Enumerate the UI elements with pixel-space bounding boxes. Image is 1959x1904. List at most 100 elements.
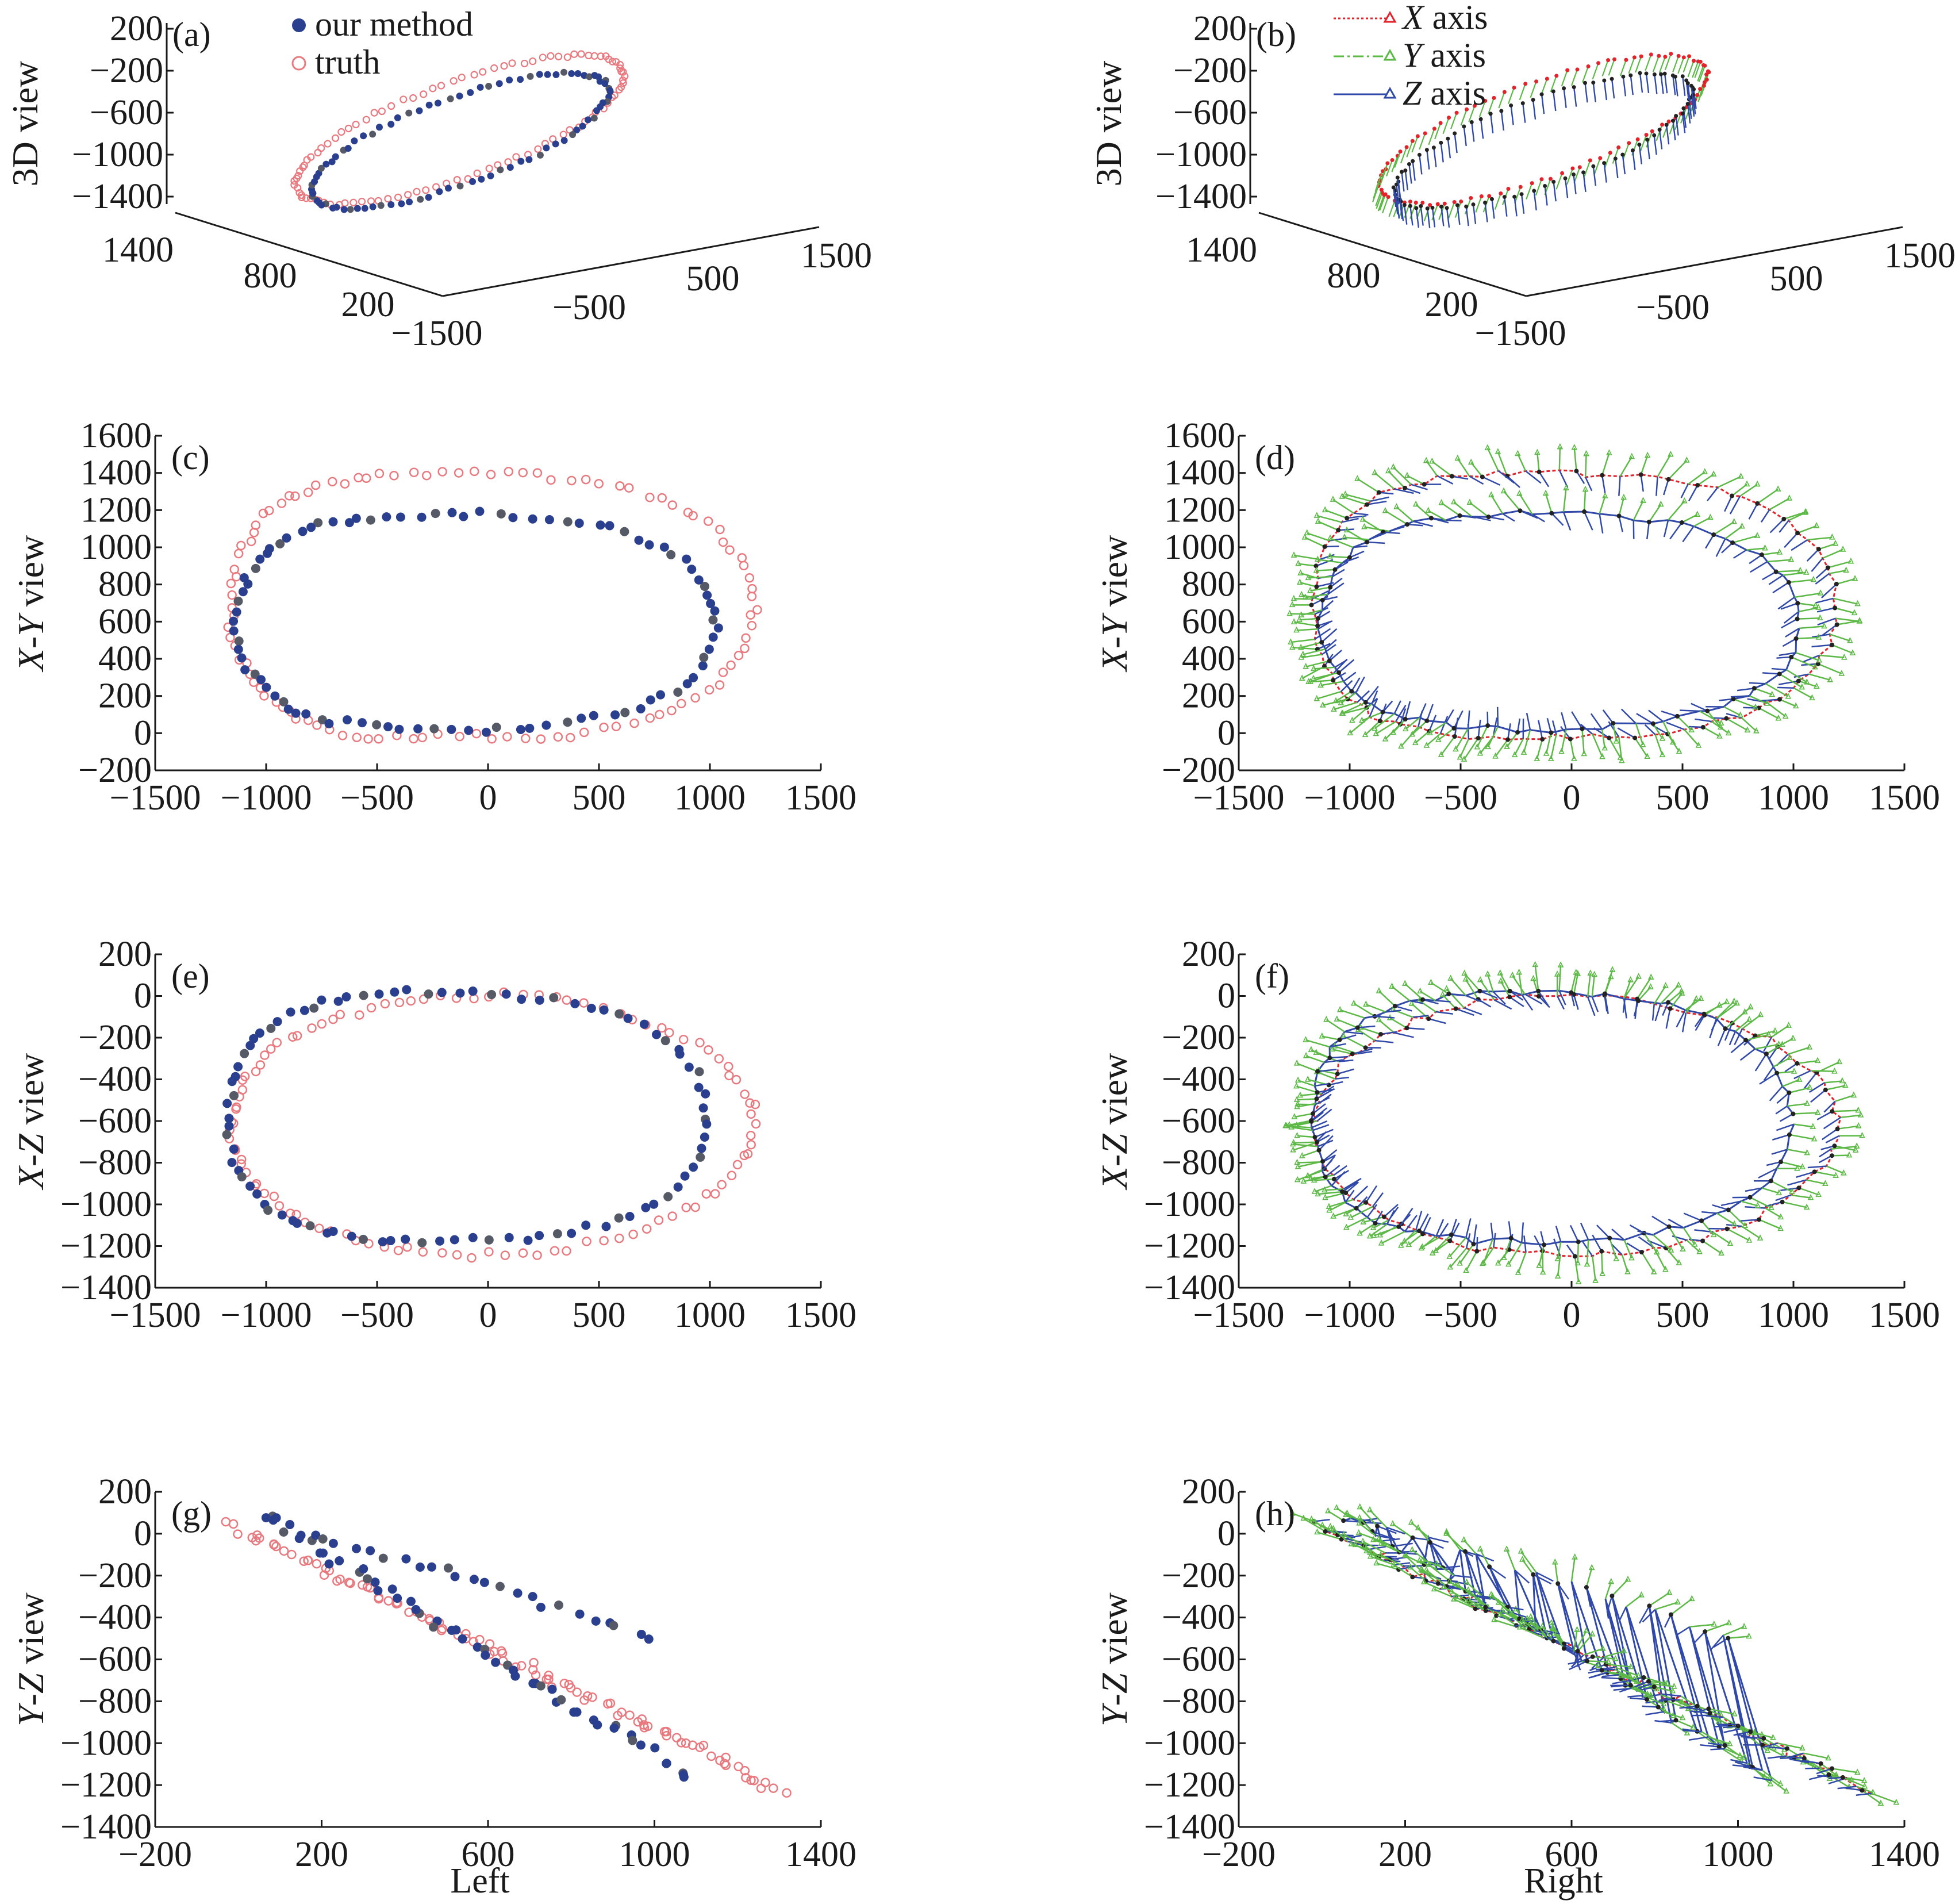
y-axis-segment (1434, 122, 1442, 140)
y-axis-marker (1293, 1060, 1300, 1066)
y-axis-segment (1701, 1220, 1715, 1236)
estimate-point (485, 82, 493, 90)
truth-pose (1649, 52, 1653, 57)
pose-origin (1786, 580, 1791, 585)
pose-origin (1378, 1032, 1384, 1037)
truth-point (724, 1061, 733, 1072)
y-axis-marker (1314, 1528, 1320, 1535)
y-tick-label: 0 (134, 713, 152, 753)
truth-pose (1596, 61, 1601, 66)
estimate-point (305, 1221, 315, 1231)
y-axis-marker (1402, 1551, 1408, 1558)
x-tick-label: 1000 (1758, 778, 1829, 817)
y-title-var1: X (10, 1165, 51, 1191)
y-axis-segment (1717, 475, 1742, 488)
z-axis-segment (1523, 1235, 1527, 1253)
estimate-point (416, 107, 423, 114)
z-axis-segment (1645, 1699, 1666, 1704)
truth-point (352, 732, 362, 742)
z-axis-segment (1856, 1792, 1872, 1796)
z-axis-segment (1453, 710, 1464, 729)
y-axis-marker (1407, 1563, 1413, 1570)
truth-point (599, 1235, 609, 1246)
pose-origin (1818, 1761, 1823, 1766)
y-tick-label: −1400 (60, 1268, 152, 1307)
y-axis-marker (1788, 555, 1795, 562)
z-axis-segment (1843, 1787, 1862, 1791)
z-axis-segment (1606, 1595, 1613, 1613)
z-axis-segment (1332, 672, 1346, 681)
z-axis-segment (1365, 1185, 1378, 1203)
y-axis-marker (1315, 555, 1321, 562)
truth-pose (1548, 176, 1553, 181)
pose-origin (1331, 678, 1336, 683)
y-title-var2: Z (10, 1133, 51, 1154)
y-axis-segment (1604, 152, 1611, 170)
pose-origin (1647, 1603, 1652, 1609)
z-axis-segment (1521, 994, 1534, 1011)
z-axis-segment (1489, 1566, 1507, 1579)
z-axis-segment (1551, 720, 1557, 735)
z-axis-segment (1637, 1683, 1652, 1690)
truth-pose (1459, 199, 1464, 204)
y-axis-marker (1500, 487, 1507, 494)
y-axis-marker (1602, 492, 1608, 498)
estimate-point (328, 158, 336, 166)
pose-origin (1722, 1743, 1727, 1748)
pose-origin (1731, 696, 1736, 701)
pose-origin (1394, 182, 1399, 187)
z-axis-segment (1316, 1108, 1332, 1122)
estimate-point (425, 101, 433, 109)
pose-origin (1668, 1612, 1673, 1617)
truth-point (555, 52, 563, 60)
pose-origin (1446, 136, 1450, 141)
z-axis-segment (1397, 177, 1401, 197)
z-axis-segment (1520, 1222, 1524, 1243)
estimate-point (697, 1143, 706, 1153)
estimate-point (525, 723, 535, 733)
y-axis-segment (1311, 1049, 1330, 1059)
truth-pose (1698, 87, 1703, 91)
z-axis-segment (1693, 89, 1697, 109)
estimate-point (479, 1577, 489, 1587)
y-axis-segment (1449, 1237, 1467, 1257)
pose-origin (1689, 83, 1693, 88)
y-axis-marker (1438, 499, 1445, 505)
z-axis-segment (1749, 682, 1766, 685)
y-axis-segment (1777, 1742, 1803, 1749)
y-axis-segment (1777, 1070, 1795, 1074)
truth-point (389, 471, 399, 481)
z-axis-segment (1353, 1185, 1369, 1200)
z-axis-segment (1535, 1572, 1554, 1582)
z-axis-segment (1386, 1526, 1405, 1535)
z-axis-segment (1737, 688, 1755, 692)
y-axis-marker (1286, 609, 1293, 616)
y-axis-segment (1604, 1581, 1612, 1599)
z-axis-segment (1651, 1004, 1655, 1021)
truth-pose (1404, 145, 1409, 149)
pose-origin (1540, 736, 1545, 742)
z-axis-segment (1655, 477, 1658, 496)
pose-origin (1726, 1636, 1731, 1641)
truth-point (717, 1180, 727, 1189)
y-axis-segment (1296, 628, 1319, 631)
pose-origin (1562, 86, 1566, 91)
estimate-point (536, 1602, 546, 1612)
y-axis-marker (1376, 987, 1382, 993)
y-axis-marker (1385, 467, 1392, 474)
truth-point (362, 473, 371, 483)
z-axis-segment (1535, 1630, 1553, 1636)
y-axis-segment (1608, 1671, 1630, 1677)
z-axis-segment (1712, 1204, 1729, 1211)
truth-point (418, 994, 429, 1004)
y-axis-marker (1363, 1547, 1370, 1553)
pose-origin (1435, 1581, 1441, 1586)
y-axis-segment (1378, 1538, 1401, 1554)
pose-origin (1539, 92, 1544, 97)
pose-origin (1830, 1109, 1835, 1114)
pose-origin (1641, 1675, 1646, 1680)
y-axis-segment (1574, 1256, 1580, 1283)
truth-pose (1465, 107, 1469, 112)
y-axis-marker (1497, 1610, 1504, 1617)
